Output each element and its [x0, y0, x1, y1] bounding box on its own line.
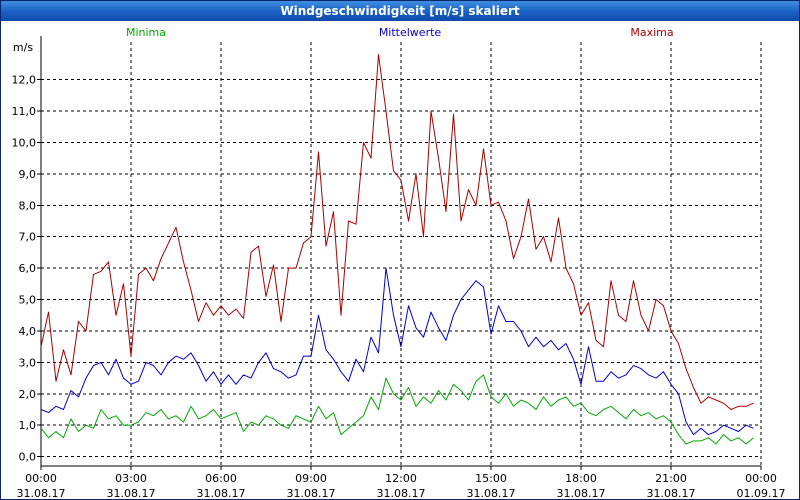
legend-label-minima: Minima — [126, 26, 166, 39]
x-tick-time-label: 15:00 — [475, 472, 507, 485]
x-tick-date-label: 31.08.17 — [197, 487, 246, 499]
x-tick-time-label: 03:00 — [115, 472, 147, 485]
x-tick-time-label: 09:00 — [295, 472, 327, 485]
y-tick-label: 8,0 — [19, 199, 37, 212]
y-tick-label: 0,0 — [19, 451, 37, 464]
y-tick-label: 9,0 — [19, 168, 37, 181]
y-tick-label: 3,0 — [19, 356, 37, 369]
y-tick-label: 4,0 — [19, 325, 37, 338]
x-tick-date-label: 31.08.17 — [287, 487, 336, 499]
y-tick-label: 1,0 — [19, 419, 37, 432]
x-tick-date-label: 31.08.17 — [17, 487, 66, 499]
y-tick-label: 12,0 — [12, 74, 37, 87]
window-title: Windgeschwindigkeit [m/s] skaliert — [1, 1, 799, 21]
x-tick-date-label: 01.09.17 — [737, 487, 786, 499]
y-tick-label: 7,0 — [19, 231, 37, 244]
x-tick-time-label: 00:00 — [25, 472, 57, 485]
legend-label-mittelwerte: Mittelwerte — [379, 26, 442, 39]
series-line-mittelwerte — [40, 267, 754, 436]
x-tick-time-label: 06:00 — [205, 472, 237, 485]
x-tick-date-label: 31.08.17 — [647, 487, 696, 499]
y-axis-unit-label: m/s — [13, 41, 33, 54]
x-tick-date-label: 31.08.17 — [467, 487, 516, 499]
y-tick-label: 11,0 — [12, 105, 37, 118]
y-tick-label: 10,0 — [12, 137, 37, 150]
x-tick-time-label: 18:00 — [565, 472, 597, 485]
y-tick-label: 5,0 — [19, 294, 37, 307]
x-tick-time-label: 21:00 — [655, 472, 687, 485]
legend-label-maxima: Maxima — [630, 26, 673, 39]
x-tick-date-label: 31.08.17 — [107, 487, 156, 499]
x-tick-date-label: 31.08.17 — [377, 487, 426, 499]
series-line-minima — [40, 374, 754, 445]
series-line-maxima — [40, 54, 754, 410]
y-tick-label: 6,0 — [19, 262, 37, 275]
x-tick-time-label: 00:00 — [745, 472, 777, 485]
x-tick-date-label: 31.08.17 — [557, 487, 606, 499]
x-tick-time-label: 12:00 — [385, 472, 417, 485]
plot-area: 0,0 1,0 2,0 3,0 4,0 5,0 6,0 7,0 8,0 9,0 10,0 11,0 12… — [12, 26, 786, 499]
y-tick-label: 2,0 — [19, 388, 37, 401]
